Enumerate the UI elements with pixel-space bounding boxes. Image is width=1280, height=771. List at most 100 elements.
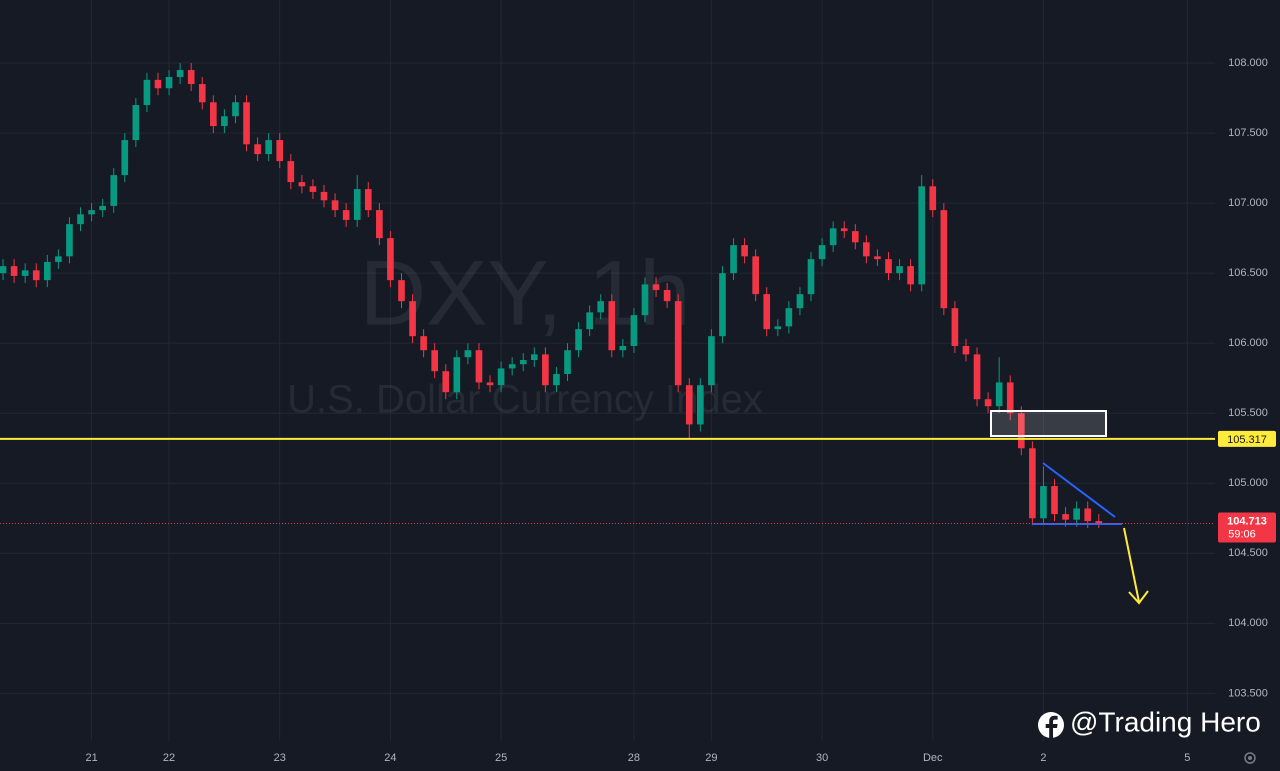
x-tick-label: 25 [495,752,507,764]
gear[interactable] [1244,752,1256,764]
candle-body [752,256,759,295]
candle-body [364,189,372,211]
candle-body [1084,508,1092,522]
candle-body [331,200,339,211]
settings-icon[interactable] [1244,752,1256,764]
candle-body [564,350,571,375]
support-label-box [1218,430,1276,447]
y-tick-label: 106.000 [1228,337,1268,349]
candle-body [320,191,328,201]
candle-body [619,345,627,351]
candle-body [774,326,782,330]
candle-body [187,70,195,85]
candle-body [464,350,472,358]
candle-body [807,259,815,295]
y-tick-label: 106.500 [1228,267,1268,279]
watermark-symbol: DXY, 1h [360,242,691,344]
candle-body [851,231,859,243]
candle-body [519,359,527,365]
candle-body [674,301,682,386]
candle-body [730,245,737,274]
y-tick-label: 107.500 [1228,127,1268,139]
candle-body [719,273,726,337]
candle-body [973,354,981,400]
candle-body [863,242,870,257]
candle-body [486,382,494,386]
candle-body [121,140,129,176]
candle-body [697,385,704,425]
x-tick-label: 23 [274,752,286,764]
zone-box [990,410,1107,437]
candle-body [641,284,649,316]
candle-body [885,259,892,274]
candle-body [221,116,228,127]
candle-body [818,245,826,260]
candles [0,63,1103,529]
candle-body [88,210,95,215]
candle-body [475,350,483,383]
candle-body [962,345,970,355]
candle-body [210,102,217,127]
y-tick-label: 104.000 [1228,617,1268,629]
candle-body [32,270,40,281]
candle-body [763,294,771,330]
candle-body [287,161,295,183]
candle-body [342,210,350,220]
candle-body [685,385,693,425]
y-tick-label: 108.000 [1228,57,1268,69]
candle-body [874,256,881,260]
x-tick-label: 28 [628,752,640,764]
candle-body [1095,521,1103,524]
triangle-upper [1042,462,1116,518]
arrow-shaft [1123,527,1140,603]
y-tick-label: 105.000 [1228,477,1268,489]
candle-body [110,175,118,206]
candle-body [497,368,505,386]
candle-body [198,84,206,103]
candle-body [309,186,317,192]
watermark-name: U.S. Dollar Currency Index [287,378,763,422]
down-arrow [1123,527,1149,605]
x-tick-label: 22 [163,752,175,764]
last-price-label: 104.713 [1227,515,1267,527]
y-tick-label: 105.500 [1228,407,1268,419]
candle-body [597,301,605,313]
y-tick-label: 104.500 [1228,547,1268,559]
candle-body [265,140,272,155]
candle-body [409,301,416,337]
candle-body [10,266,18,276]
candle-body [1040,486,1047,519]
candle-body [132,105,140,141]
gear-hub[interactable] [1248,756,1252,760]
candle-body [1062,514,1069,520]
candle-body [442,371,450,393]
candle-body [1073,508,1080,520]
candle-body [55,256,62,262]
candle-body [652,284,660,290]
support-label: 105.317 [1227,434,1267,446]
footer-text: @Trading Hero [1070,706,1261,737]
candle-body [353,189,361,220]
candle-body [176,70,184,78]
x-tick-label: 30 [816,752,828,764]
arrow-head [1128,590,1149,605]
y-tick-label: 103.500 [1228,687,1268,699]
candle-body [586,312,593,330]
candle-body [608,301,616,351]
candle-body [165,77,173,89]
candle-body [420,336,427,351]
candle-body [431,350,439,372]
candle-body [940,210,948,309]
y-tick-label: 107.000 [1228,197,1268,209]
facebook-f [1045,715,1058,738]
candle-body [995,382,1003,407]
countdown-label: 59:06 [1228,528,1256,540]
candle-body [398,280,405,302]
candle-body [575,329,582,351]
candle-body [254,144,261,155]
candle-body [929,186,937,211]
candle-body [232,102,239,117]
candle-body [951,308,959,346]
candle-body [907,266,914,285]
